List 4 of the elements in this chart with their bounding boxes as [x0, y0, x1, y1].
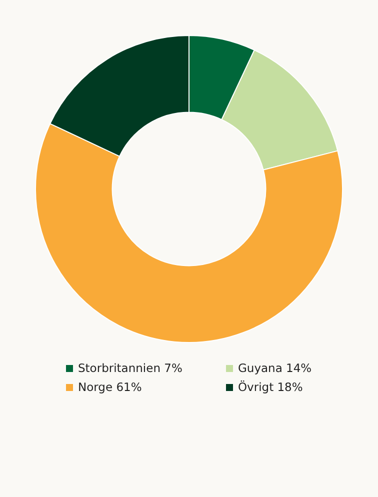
legend-label: Norge 61% [78, 380, 142, 394]
legend-label: Övrigt 18% [238, 380, 303, 394]
legend-label: Storbritannien 7% [78, 361, 182, 375]
legend-label: Guyana 14% [238, 361, 312, 375]
